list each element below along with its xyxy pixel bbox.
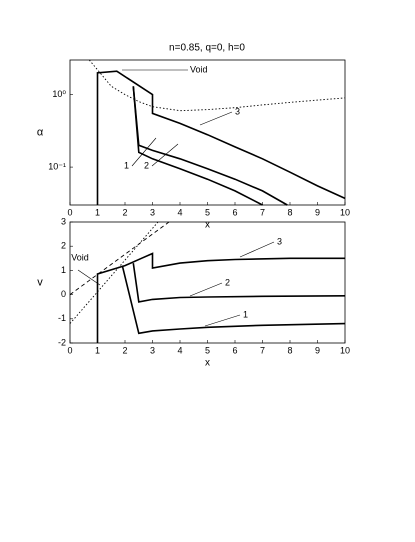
annotation-arrow <box>189 282 223 297</box>
annotation: Void <box>71 252 89 262</box>
x-tick-label: 2 <box>122 345 127 355</box>
x-tick-label: 4 <box>177 207 182 217</box>
series-label: 3 <box>277 236 282 246</box>
annotation-arrow <box>77 269 101 286</box>
x-tick-label: 3 <box>150 345 155 355</box>
x-tick-label: 0 <box>67 207 72 217</box>
x-tick-label: 9 <box>315 207 320 217</box>
series-label: 1 <box>243 309 248 319</box>
x-tick-label: 0 <box>67 345 72 355</box>
data-line <box>96 70 346 205</box>
plot-frame <box>69 59 346 206</box>
x-tick-label: 7 <box>260 345 265 355</box>
annotation: Void <box>190 64 208 74</box>
x-tick-label: 5 <box>205 207 210 217</box>
annotation-arrow <box>239 241 275 258</box>
x-axis-label: x <box>205 358 210 369</box>
chart-title: n=0.85, q=0, h=0 <box>169 43 245 54</box>
data-line <box>132 86 288 206</box>
annotation-arrow <box>204 314 241 327</box>
x-tick-label: 10 <box>340 345 350 355</box>
series-label: 2 <box>225 277 230 287</box>
y-axis-label: v <box>37 276 43 288</box>
x-tick-label: 6 <box>232 207 237 217</box>
x-tick-label: 5 <box>205 345 210 355</box>
y-tick-label: 2 <box>61 241 66 251</box>
data-line <box>132 262 346 303</box>
x-tick-label: 10 <box>340 207 350 217</box>
data-line <box>69 221 159 324</box>
y-tick-label: 3 <box>61 216 66 226</box>
x-tick-label: 2 <box>122 207 127 217</box>
y-tick-label: -2 <box>58 337 66 347</box>
x-tick-label: 7 <box>260 207 265 217</box>
series-label: 1 <box>124 160 129 170</box>
y-tick-label: 0 <box>61 289 66 299</box>
x-tick-label: 4 <box>177 345 182 355</box>
series-label: 2 <box>144 160 149 170</box>
y-tick-label: 1 <box>61 265 66 275</box>
data-line <box>121 265 346 335</box>
x-tick-label: 3 <box>150 207 155 217</box>
x-tick-label: 6 <box>232 345 237 355</box>
data-line <box>88 59 346 112</box>
annotation-arrow <box>199 111 233 126</box>
y-axis-label: α <box>37 126 44 138</box>
x-tick-label: 1 <box>95 345 100 355</box>
y-tick-label: 10⁻¹ <box>48 161 66 171</box>
y-tick-label: -1 <box>58 313 66 323</box>
x-tick-label: 1 <box>95 207 100 217</box>
data-line <box>132 86 263 206</box>
data-line <box>96 252 345 343</box>
x-tick-label: 8 <box>287 207 292 217</box>
y-tick-label: 10⁰ <box>52 89 66 99</box>
annotation-arrow <box>131 137 157 167</box>
annotation-arrow <box>151 143 179 167</box>
x-axis-label: x <box>205 220 210 231</box>
x-tick-label: 8 <box>287 345 292 355</box>
series-label: 3 <box>235 106 240 116</box>
x-tick-label: 9 <box>315 345 320 355</box>
